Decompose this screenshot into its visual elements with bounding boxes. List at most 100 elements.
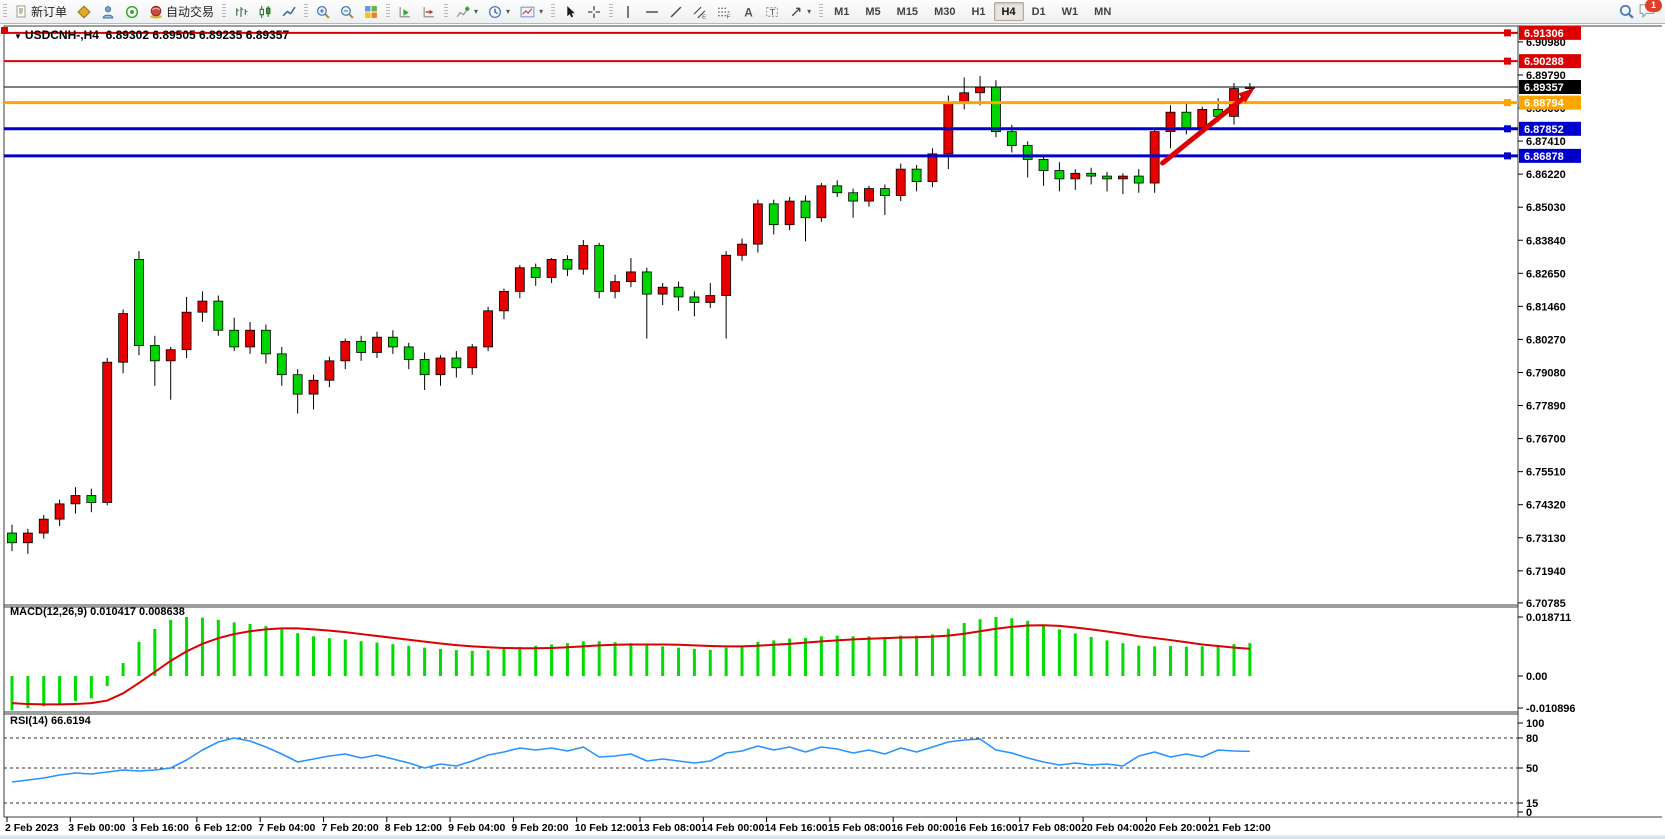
toolbar-grip[interactable] [551, 4, 556, 19]
tile-windows-button[interactable] [359, 2, 383, 21]
equidistant-channel-button[interactable]: E [688, 2, 712, 21]
timeframe-m30-button[interactable]: M30 [926, 2, 963, 21]
market-button[interactable] [72, 2, 96, 21]
new-order-button[interactable]: 新订单 [10, 2, 72, 21]
trendline-button[interactable] [664, 2, 688, 21]
zoom-out-button[interactable] [335, 2, 359, 21]
candle-body [626, 271, 636, 283]
time-axis[interactable] [4, 817, 1518, 835]
toolbar-grip[interactable] [819, 4, 824, 19]
alerts-button[interactable] [120, 2, 144, 21]
candle-body [864, 188, 874, 202]
price-axis-tick-label: 6.75510 [1526, 467, 1566, 479]
rsi-axis-label: 100 [1526, 718, 1544, 730]
price-line-handle [1504, 125, 1511, 133]
arrows-button[interactable]: ▾ [784, 2, 816, 21]
timeframe-m15-button[interactable]: M15 [889, 2, 926, 21]
candle-body [816, 185, 827, 219]
time-axis-label: 17 Feb 08:00 [1018, 822, 1081, 834]
macd-histogram-bar [1042, 624, 1046, 676]
toolbar-grip[interactable] [222, 4, 227, 19]
timeframe-m1-button[interactable]: M1 [826, 2, 857, 21]
toolbar-grip[interactable] [304, 4, 309, 19]
macd-histogram-bar [375, 642, 379, 676]
time-axis-label: 9 Feb 20:00 [511, 822, 568, 834]
macd-histogram-bar [613, 642, 617, 676]
price-axis[interactable] [1518, 26, 1665, 817]
macd-histogram-bar [645, 645, 649, 676]
candle-body [38, 518, 49, 534]
timeframe-h4-button[interactable]: H4 [993, 2, 1024, 21]
candle-body [641, 271, 652, 295]
macd-histogram-bar [740, 645, 744, 676]
horizontal-line-button[interactable] [640, 2, 664, 21]
toolbar-grip[interactable] [386, 4, 391, 19]
price-axis-tick-label: 6.86220 [1526, 169, 1566, 181]
macd-histogram-bar [692, 648, 696, 676]
indicators-plus-icon [456, 5, 470, 19]
macd-histogram-bar [89, 676, 93, 699]
collapse-arrow-icon[interactable]: ▼ [14, 32, 22, 41]
macd-histogram-bar [327, 638, 331, 676]
candle-body [879, 188, 890, 196]
candlestick-chart-icon [258, 5, 272, 19]
candle-body [118, 313, 128, 363]
candle-body [165, 349, 176, 362]
notifications-button[interactable]: 1 [1639, 0, 1662, 21]
toolbar: 新订单 自动交易 ▾ ▾ ▾ E F A T ▾ M1 M5 M15 M30 H1 H4 D… [0, 0, 1665, 24]
time-axis-label: 13 Feb 08:00 [638, 822, 701, 834]
candle-body [705, 295, 716, 303]
timeframe-mn-button[interactable]: MN [1086, 2, 1119, 21]
macd-histogram-bar [581, 641, 585, 676]
candlestick-chart-button[interactable] [253, 2, 277, 21]
search-button[interactable] [1614, 2, 1639, 21]
macd-histogram-bar [391, 644, 395, 676]
zoom-in-button[interactable] [311, 2, 335, 21]
periods-button[interactable]: ▾ [483, 2, 515, 21]
indicators-button[interactable]: ▾ [451, 2, 483, 21]
community-button[interactable] [96, 2, 120, 21]
price-axis-tick-label: 6.77890 [1526, 401, 1566, 413]
macd-histogram-bar [1010, 618, 1014, 676]
macd-histogram-bar [121, 663, 125, 676]
toolbar-grip[interactable] [444, 4, 449, 19]
candle-body [1165, 111, 1176, 133]
horizontal-line-icon [645, 5, 659, 19]
macd-histogram-bar [1105, 640, 1109, 676]
macd-histogram-bar [296, 633, 300, 676]
timeframe-h1-button[interactable]: H1 [963, 2, 993, 21]
chart-plot-area[interactable] [4, 26, 1518, 817]
templates-button[interactable]: ▾ [515, 2, 548, 21]
toolbar-grip[interactable] [609, 4, 614, 19]
candle-body [610, 281, 620, 292]
macd-histogram-bar [185, 617, 189, 676]
time-axis-label: 7 Feb 20:00 [322, 822, 379, 834]
timeframe-m5-button[interactable]: M5 [857, 2, 888, 21]
auto-scroll-button[interactable] [393, 2, 417, 21]
price-axis-tick-label: 6.74320 [1526, 500, 1566, 512]
chart-shift-button[interactable] [417, 2, 441, 21]
fibonacci-button[interactable]: F [712, 2, 736, 21]
time-axis-label: 2 Feb 2023 [5, 822, 59, 834]
trend-arrow-head [1238, 88, 1255, 103]
candle-body [213, 300, 224, 331]
cursor-button[interactable] [558, 2, 582, 21]
timeframe-w1-button[interactable]: W1 [1054, 2, 1087, 21]
macd-histogram-bar [1216, 645, 1220, 676]
crosshair-button[interactable] [582, 2, 606, 21]
vertical-line-button[interactable] [616, 2, 640, 21]
macd-histogram-bar [1153, 646, 1157, 676]
autotrade-globe-icon [149, 5, 163, 19]
text-label-button[interactable]: T [760, 2, 784, 21]
timeframe-d1-button[interactable]: D1 [1024, 2, 1054, 21]
toolbar-grip[interactable] [3, 4, 7, 19]
collapse-corner-marker[interactable] [1, 27, 8, 34]
autotrade-button[interactable]: 自动交易 [144, 2, 219, 21]
macd-histogram-bar [708, 649, 712, 676]
price-line-handle [1504, 29, 1511, 37]
text-button[interactable]: A [736, 2, 760, 21]
macd-histogram-bar [248, 623, 252, 676]
line-chart-button[interactable] [277, 2, 301, 21]
bar-chart-button[interactable] [229, 2, 253, 21]
